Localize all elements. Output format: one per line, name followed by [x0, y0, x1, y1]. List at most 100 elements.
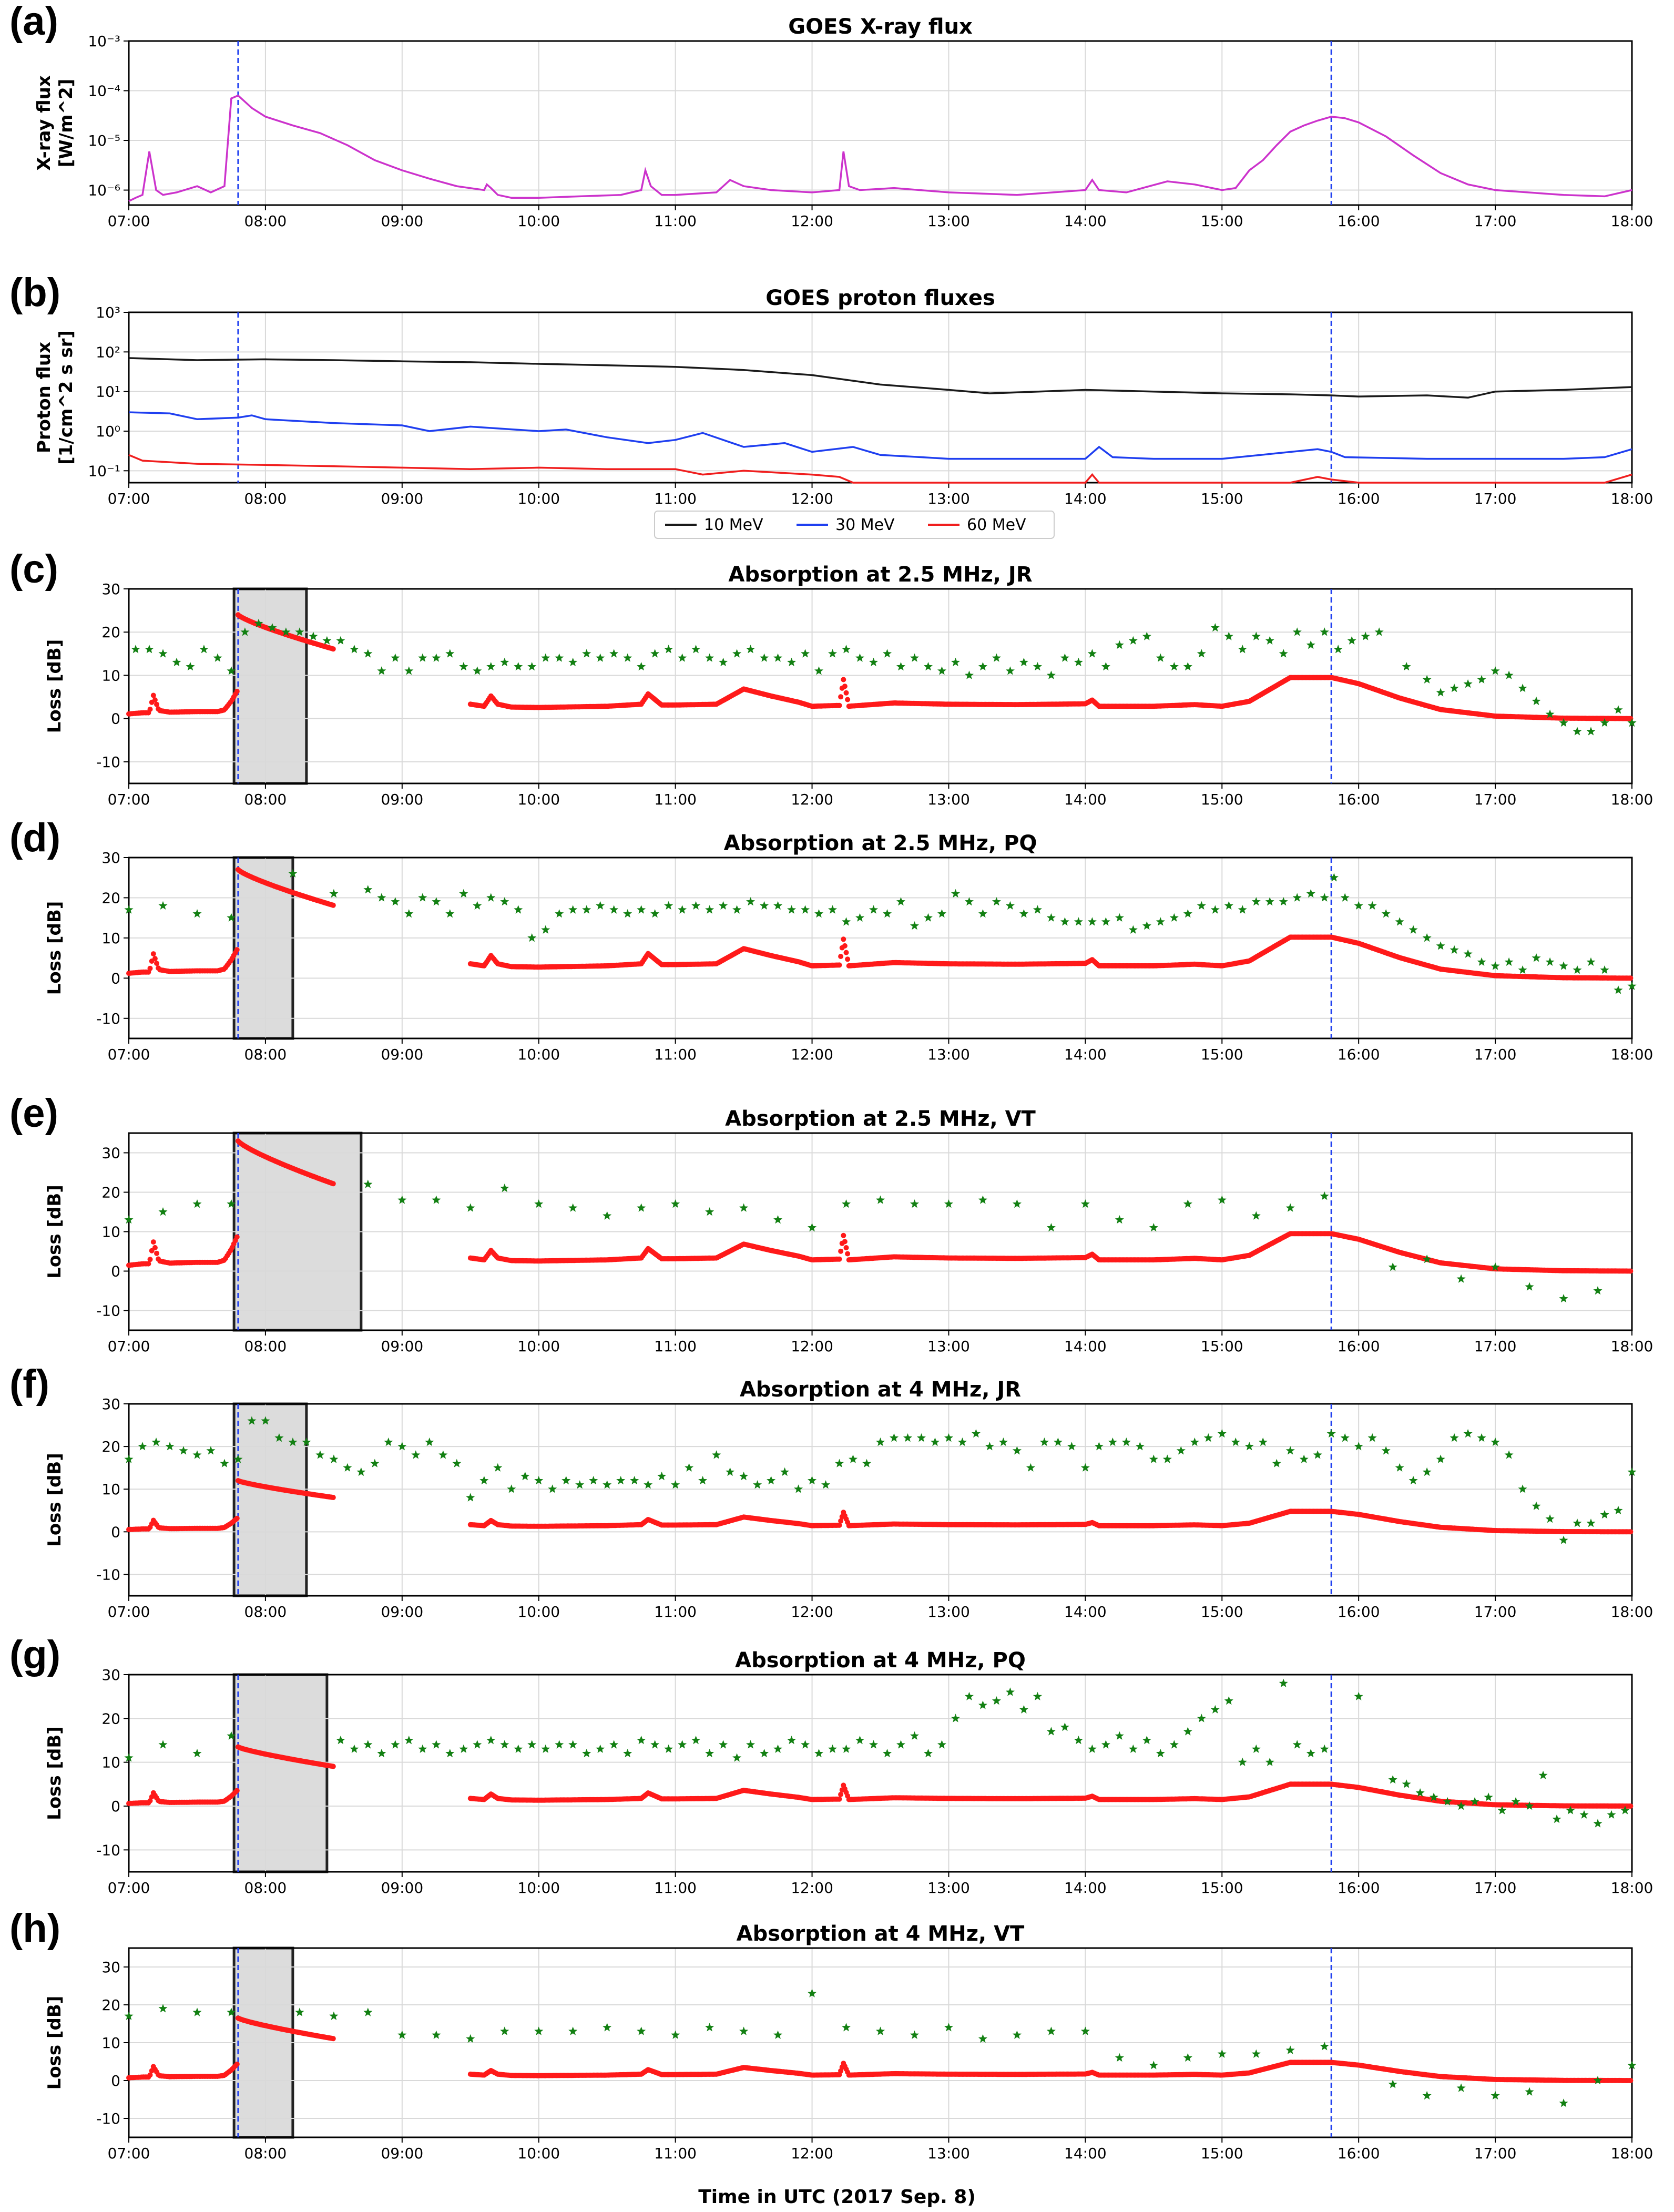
observed-point [1504, 670, 1514, 679]
observed-point [1367, 1433, 1377, 1442]
x-tick-label: 12:00 [791, 1338, 833, 1355]
observed-point [1450, 684, 1459, 692]
x-tick-label: 13:00 [927, 1338, 970, 1355]
observed-point [192, 1450, 202, 1459]
x-tick-label: 08:00 [244, 1046, 287, 1063]
y-tick-label: 0 [111, 970, 120, 987]
observed-point [1456, 1274, 1466, 1283]
observed-point [500, 1184, 509, 1192]
observed-point [1518, 1484, 1527, 1493]
observed-point [1279, 649, 1288, 658]
observed-point [445, 649, 455, 658]
observed-point [835, 1459, 844, 1467]
x-tick-label: 11:00 [654, 1338, 697, 1355]
panel-title-c: Absorption at 2.5 MHz, JR [728, 563, 1032, 587]
observed-point [186, 662, 195, 671]
observed-point [657, 1471, 667, 1481]
plot-frame-d [128, 857, 1633, 1039]
x-tick-label: 07:00 [108, 1879, 150, 1897]
model-point [843, 1245, 849, 1250]
observed-point [391, 897, 400, 906]
observed-point [1121, 1438, 1131, 1446]
observed-point [500, 897, 509, 906]
observed-point [1600, 1510, 1609, 1519]
observed-point [1422, 1467, 1432, 1476]
observed-point [1033, 662, 1042, 671]
observed-point [664, 901, 673, 910]
observed-point [329, 1454, 339, 1463]
x-tick-label: 11:00 [654, 1879, 697, 1897]
plot-frame-g [128, 1674, 1633, 1873]
observed-point [726, 1467, 735, 1476]
observed-point [712, 1450, 721, 1459]
observed-point [473, 901, 482, 910]
observed-point [356, 1467, 366, 1476]
x-tick-label: 15:00 [1201, 1338, 1243, 1355]
observed-point [493, 1463, 503, 1472]
x-tick-label: 07:00 [108, 1603, 150, 1620]
y-axis-label-e: Loss [dB] [44, 1185, 65, 1279]
panel-label-d: (d) [9, 816, 60, 860]
x-tick-label: 13:00 [927, 1603, 970, 1620]
x-tick-label: 11:00 [654, 1046, 697, 1063]
series-30-mev [128, 411, 1632, 460]
x-tick-label: 13:00 [927, 490, 970, 507]
observed-point [1005, 901, 1015, 910]
observed-point [637, 1203, 646, 1212]
observed-point [1203, 1433, 1213, 1442]
observed-point [753, 1480, 762, 1489]
observed-point [1285, 1203, 1295, 1212]
observed-point [1258, 1438, 1268, 1446]
observed-point [794, 1484, 803, 1493]
observed-point [363, 1179, 373, 1188]
y-tick-label: 10² [96, 343, 120, 361]
y-tick-label: 30 [101, 580, 120, 598]
observed-point [1074, 917, 1083, 926]
observed-point [527, 662, 537, 671]
observed-point [1012, 1446, 1022, 1455]
x-tick-label: 08:00 [244, 791, 287, 808]
panel-label-c: (c) [9, 547, 58, 592]
y-tick-label: 10⁻⁴ [88, 83, 120, 100]
observed-point [596, 901, 605, 910]
model-point [330, 1495, 336, 1500]
observed-point [842, 917, 851, 926]
observed-point [220, 1459, 229, 1467]
y-tick-label: 10⁻¹ [88, 462, 120, 480]
model-point [330, 902, 336, 908]
observed-point [1012, 1199, 1022, 1208]
observed-points-e [124, 1179, 1602, 1303]
observed-point [1251, 631, 1261, 640]
x-tick-label: 12:00 [791, 1603, 833, 1620]
legend-b: 10 MeV 30 MeV 60 MeV [654, 511, 1055, 539]
observed-point [350, 645, 359, 654]
observed-point [411, 1450, 421, 1459]
y-tick-label: 20 [101, 1438, 120, 1455]
observed-point [1115, 640, 1124, 649]
observed-point [377, 893, 386, 902]
observed-point [534, 1199, 544, 1208]
observed-point [158, 1207, 168, 1216]
observed-point [1354, 901, 1363, 910]
x-tick-label: 10:00 [517, 1338, 560, 1355]
model-point [146, 1261, 151, 1267]
x-tick-label: 13:00 [927, 1879, 970, 1897]
observed-point [1156, 653, 1165, 662]
observed-point [1545, 709, 1555, 718]
model-point [147, 1257, 153, 1262]
observed-point [910, 921, 919, 930]
observed-point [199, 645, 209, 654]
observed-point [1046, 1223, 1056, 1232]
observed-point [1463, 679, 1473, 688]
observed-point [1128, 636, 1138, 645]
observed-point [664, 645, 673, 654]
observed-point [746, 897, 756, 906]
observed-points-d [124, 869, 1637, 994]
grid-b [128, 312, 1632, 483]
x-tick-label: 11:00 [654, 1603, 697, 1620]
observed-point [486, 662, 496, 671]
observed-point [787, 657, 797, 667]
